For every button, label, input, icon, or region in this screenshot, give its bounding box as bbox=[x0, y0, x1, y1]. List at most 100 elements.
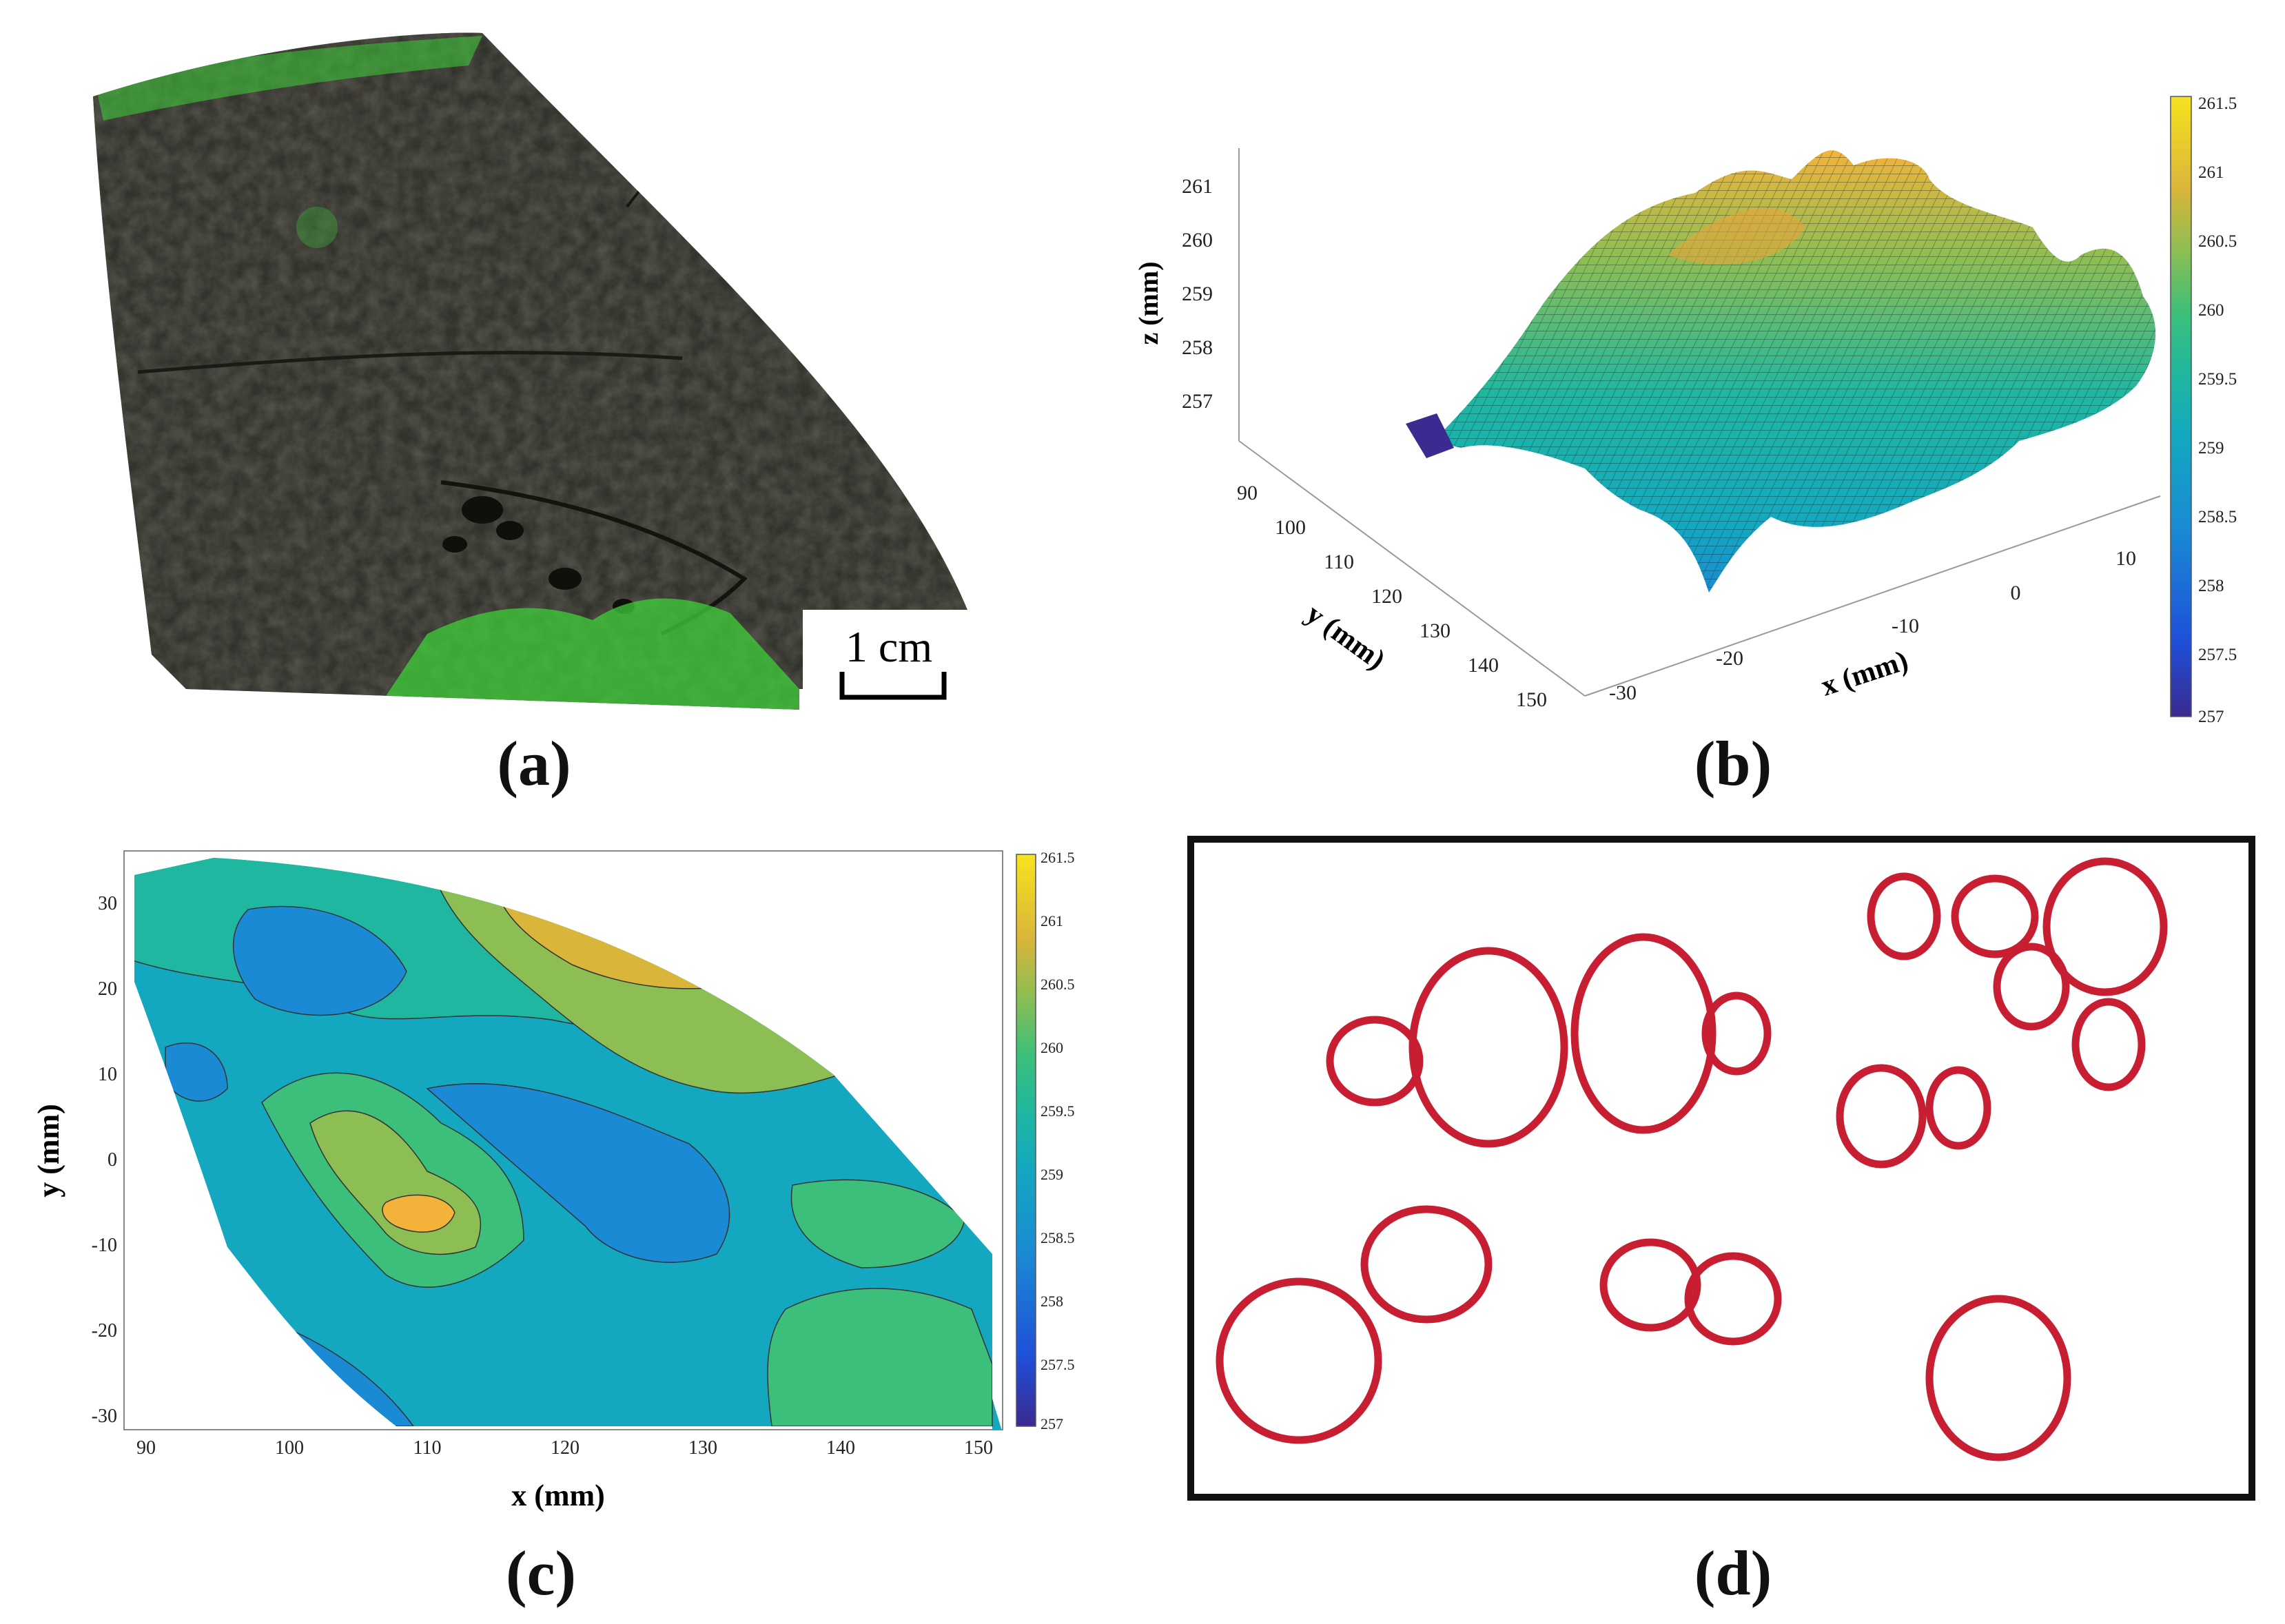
pore-outline-map bbox=[1187, 836, 2255, 1501]
c-y-ticks: 30 20 10 0 -10 -20 -30 bbox=[92, 893, 117, 1427]
c-x-tick: 130 bbox=[688, 1437, 717, 1459]
c-x-axis-label: x (mm) bbox=[511, 1479, 605, 1512]
colorbar-tick: 259.5 bbox=[2198, 370, 2237, 389]
pore-outline bbox=[2042, 857, 2168, 996]
pore-outline bbox=[1408, 947, 1568, 1148]
panel-a: 1 cm bbox=[0, 0, 1020, 792]
surface-plot: 261 260 259 258 257 z (mm) 90 100 110 12… bbox=[1133, 94, 2237, 726]
y-tick: 140 bbox=[1468, 654, 1499, 677]
pore-outline bbox=[1326, 1016, 1424, 1107]
c-y-tick: 0 bbox=[107, 1149, 117, 1171]
x-tick: 0 bbox=[2011, 582, 2021, 604]
c-colorbar-tick: 258.5 bbox=[1041, 1229, 1075, 1246]
pore-outline bbox=[1951, 874, 2039, 958]
pore-outline bbox=[2071, 998, 2146, 1091]
c-x-tick: 150 bbox=[964, 1437, 993, 1459]
c-y-tick: -10 bbox=[92, 1235, 117, 1256]
pore-outline bbox=[1360, 1205, 1493, 1324]
contour-region bbox=[232, 905, 407, 1016]
c-colorbar-tick: 261 bbox=[1041, 912, 1063, 929]
c-x-tick: 100 bbox=[275, 1437, 304, 1459]
z-tick: 259 bbox=[1182, 282, 1213, 305]
pore-outline bbox=[1867, 872, 1941, 960]
pore-outline bbox=[1570, 933, 1717, 1134]
panel-b-caption: (b) bbox=[1694, 728, 1772, 799]
panel-c-caption: (c) bbox=[505, 1538, 577, 1608]
pore-outline bbox=[1701, 991, 1772, 1076]
colorbar-tick: 261.5 bbox=[2198, 94, 2237, 113]
moss-patch bbox=[96, 36, 482, 121]
c-colorbar-tick: 259.5 bbox=[1041, 1102, 1075, 1120]
pore-outline bbox=[1993, 943, 2070, 1031]
colorbar-tick: 258.5 bbox=[2198, 508, 2237, 526]
c-colorbar-tick: 261.5 bbox=[1041, 849, 1075, 866]
z-tick: 257 bbox=[1182, 390, 1213, 413]
z-ticks: 261 260 259 258 257 bbox=[1182, 175, 1213, 413]
c-y-axis-label: y (mm) bbox=[32, 1104, 65, 1198]
y-tick: 130 bbox=[1420, 619, 1451, 642]
c-colorbar bbox=[1016, 854, 1036, 1427]
y-tick: 100 bbox=[1275, 516, 1306, 539]
scale-bar bbox=[839, 672, 947, 700]
y-axis-label: y (mm) bbox=[1300, 598, 1391, 676]
panel-c: 90 100 110 120 130 140 150 30 20 10 0 -1… bbox=[0, 827, 1075, 1621]
x-tick: 10 bbox=[2115, 547, 2136, 570]
contour-region bbox=[426, 1083, 730, 1263]
c-y-tick: -30 bbox=[92, 1406, 117, 1427]
y-ticks: 90 100 110 120 130 140 150 bbox=[1237, 482, 1547, 711]
colorbar-tick: 260.5 bbox=[2198, 232, 2237, 251]
y-axis-line bbox=[1238, 440, 1586, 697]
y-tick: 90 bbox=[1237, 482, 1258, 504]
c-y-tick: 30 bbox=[98, 893, 117, 914]
x-axis-line bbox=[1584, 495, 2161, 697]
c-x-tick: 140 bbox=[826, 1437, 855, 1459]
x-ticks: -30 -20 -10 0 10 bbox=[1609, 547, 2136, 704]
colorbar-tick: 258 bbox=[2198, 577, 2224, 595]
pore-outline bbox=[1599, 1238, 1701, 1332]
c-y-tick: 10 bbox=[98, 1064, 117, 1085]
c-colorbar-tick: 257 bbox=[1041, 1415, 1063, 1432]
rock-photo: 1 cm bbox=[93, 32, 972, 713]
x-tick: -20 bbox=[1716, 647, 1743, 670]
c-x-tick: 120 bbox=[551, 1437, 580, 1459]
x-tick: -30 bbox=[1609, 681, 1637, 704]
panel-b: 261 260 259 258 257 z (mm) 90 100 110 12… bbox=[1103, 0, 2285, 792]
c-colorbar-ticks: 261.5 261 260.5 260 259.5 259 258.5 258 … bbox=[1041, 849, 1075, 1432]
moss-patch bbox=[386, 598, 799, 710]
colorbar-tick: 259 bbox=[2198, 439, 2224, 458]
colorbar-tick: 257.5 bbox=[2198, 646, 2237, 664]
y-tick: 110 bbox=[1324, 551, 1354, 573]
contour-region bbox=[165, 1042, 228, 1102]
c-colorbar-tick: 257.5 bbox=[1041, 1356, 1075, 1373]
colorbar-tick: 257 bbox=[2198, 708, 2224, 726]
contour-region bbox=[767, 1288, 993, 1427]
z-tick: 260 bbox=[1182, 229, 1213, 251]
c-x-ticks: 90 100 110 120 130 140 150 bbox=[136, 1437, 993, 1459]
c-colorbar-tick: 260.5 bbox=[1041, 976, 1075, 993]
z-tick: 258 bbox=[1182, 336, 1213, 359]
y-tick: 150 bbox=[1516, 688, 1547, 711]
c-colorbar-tick: 258 bbox=[1041, 1293, 1063, 1310]
surface-low-tip bbox=[1406, 413, 1454, 458]
x-axis-label: x (mm) bbox=[1817, 645, 1912, 703]
z-tick: 261 bbox=[1182, 175, 1213, 198]
c-y-tick: -20 bbox=[92, 1320, 117, 1342]
scale-bar-label: 1 cm bbox=[846, 622, 932, 671]
colorbar-tick: 261 bbox=[2198, 163, 2224, 182]
c-colorbar-tick: 259 bbox=[1041, 1166, 1063, 1183]
pore-outline bbox=[1925, 1295, 2071, 1461]
colorbar-ticks: 261.5 261 260.5 260 259.5 259 258.5 258 … bbox=[2198, 94, 2237, 726]
contour-region bbox=[790, 1179, 965, 1268]
pore-outline bbox=[1216, 1277, 1382, 1444]
colorbar-tick: 260 bbox=[2198, 301, 2224, 320]
pore-outline bbox=[1836, 1064, 1927, 1169]
z-axis-label: z (mm) bbox=[1133, 261, 1164, 345]
colorbar bbox=[2170, 96, 2192, 717]
pore-outline bbox=[1925, 1066, 1991, 1150]
pore-outline bbox=[1684, 1252, 1782, 1346]
contour-plot: 90 100 110 120 130 140 150 30 20 10 0 -1… bbox=[32, 849, 1075, 1512]
panel-a-caption: (a) bbox=[497, 728, 571, 799]
y-tick: 120 bbox=[1371, 585, 1402, 608]
panel-d-caption: (d) bbox=[1694, 1538, 1772, 1608]
c-x-tick: 110 bbox=[413, 1437, 442, 1459]
